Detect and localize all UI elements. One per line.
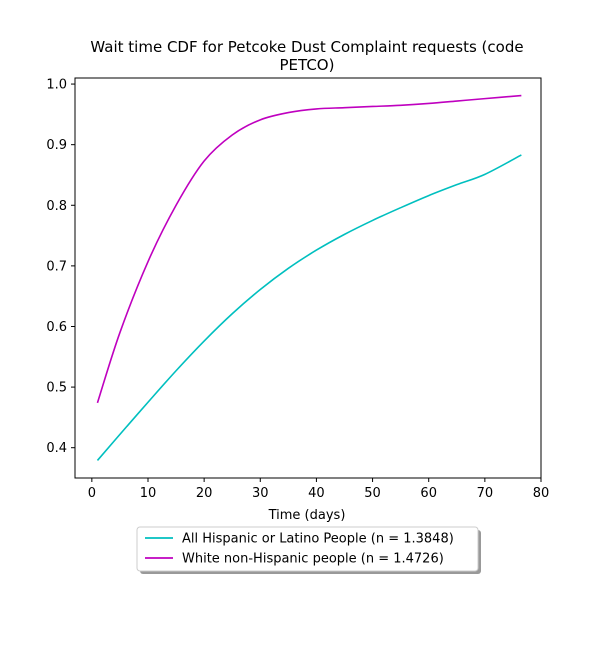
- y-tick-label: 0.4: [46, 441, 67, 456]
- x-tick-label: 20: [196, 486, 213, 501]
- series-line-2: [96, 94, 522, 404]
- x-tick-label: 40: [308, 486, 325, 501]
- x-tick-label: 30: [252, 486, 269, 501]
- plot-frame: [74, 77, 542, 479]
- y-tick-label: 0.5: [46, 381, 67, 396]
- y-axis-ticks: 0.4 0.5 0.6 0.7 0.8 0.9 1.0: [46, 78, 75, 456]
- chart-title-line-2: PETCO): [280, 56, 335, 74]
- legend-box: [136, 526, 479, 572]
- x-tick-label: 60: [420, 486, 437, 501]
- legend: All Hispanic or Latino People (n = 1.384…: [136, 526, 481, 574]
- x-tick-label: 80: [533, 486, 550, 501]
- y-tick-label: 0.6: [46, 320, 67, 335]
- chart-title: Wait time CDF for Petcoke Dust Complaint…: [90, 38, 523, 74]
- x-tick-label: 10: [140, 486, 157, 501]
- y-tick-label: 0.8: [46, 199, 67, 214]
- series-line-1: [96, 154, 522, 461]
- x-axis-label: Time (days): [268, 508, 346, 523]
- plot-area: [74, 77, 542, 479]
- y-tick-label: 1.0: [46, 78, 67, 93]
- x-tick-label: 50: [364, 486, 381, 501]
- x-axis-ticks: 0 10 20 30 40 50 60 70 80: [88, 478, 550, 501]
- series-layer: [96, 94, 522, 461]
- x-tick-label: 0: [88, 486, 96, 501]
- legend-label-2: White non-Hispanic people (n = 1.4726): [182, 552, 444, 567]
- x-tick-label: 70: [477, 486, 494, 501]
- legend-label-1: All Hispanic or Latino People (n = 1.384…: [182, 532, 454, 547]
- y-tick-label: 0.9: [46, 138, 67, 153]
- chart-title-line-1: Wait time CDF for Petcoke Dust Complaint…: [90, 38, 523, 56]
- y-tick-label: 0.7: [46, 259, 67, 274]
